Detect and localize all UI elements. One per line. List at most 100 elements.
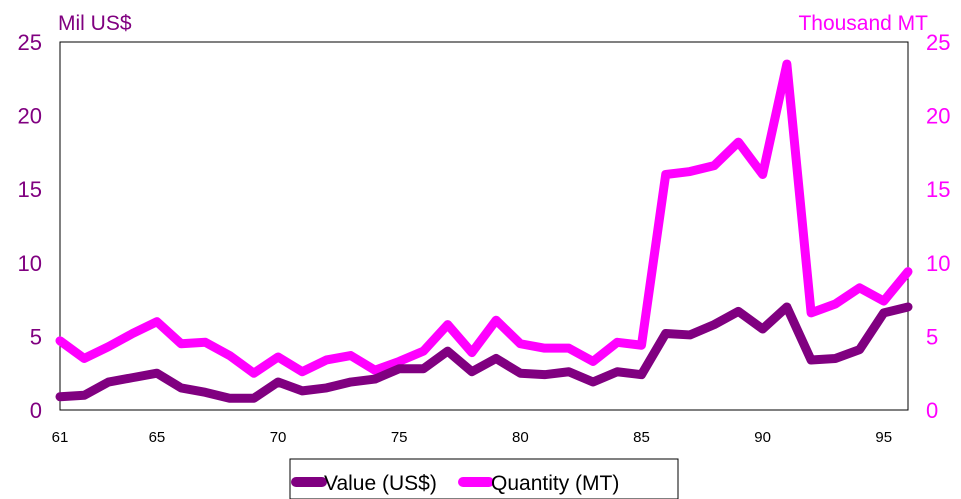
data-point-value <box>422 367 425 370</box>
x-tick-label: 90 <box>754 429 771 446</box>
data-point-value <box>301 389 304 392</box>
data-point-quantity <box>810 311 813 314</box>
data-point-value <box>882 311 885 314</box>
data-point-quantity <box>785 63 788 66</box>
data-point-value <box>155 372 158 375</box>
y-left-tick-label: 10 <box>18 251 42 276</box>
data-point-value <box>664 332 667 335</box>
data-point-quantity <box>422 350 425 353</box>
x-tick-label: 95 <box>875 429 892 446</box>
data-point-value <box>858 348 861 351</box>
data-point-value <box>810 358 813 361</box>
data-point-quantity <box>155 320 158 323</box>
data-point-quantity <box>373 369 376 372</box>
legend-box <box>289 458 679 499</box>
data-point-quantity <box>858 286 861 289</box>
data-point-quantity <box>567 347 570 350</box>
data-point-quantity <box>398 360 401 363</box>
data-point-quantity <box>640 344 643 347</box>
series-line-value <box>55 302 913 403</box>
data-point-value <box>107 381 110 384</box>
legend: Value (US$) Quantity (MT) <box>289 458 679 499</box>
y-left-tick-label: 0 <box>30 398 42 423</box>
data-point-quantity <box>737 141 740 144</box>
data-point-value <box>688 333 691 336</box>
y-left-tick-label: 5 <box>30 324 42 349</box>
data-point-value <box>737 310 740 313</box>
plot-area <box>59 41 909 411</box>
data-point-value <box>567 370 570 373</box>
data-point-quantity <box>277 356 280 359</box>
data-point-value <box>277 381 280 384</box>
data-point-value <box>398 367 401 370</box>
data-point-value <box>325 386 328 389</box>
data-point-value <box>761 328 764 331</box>
x-tick-label: 85 <box>633 429 650 446</box>
data-point-quantity <box>107 345 110 348</box>
data-point-quantity <box>592 360 595 363</box>
data-point-value <box>252 397 255 400</box>
data-point-value <box>592 381 595 384</box>
data-point-quantity <box>325 358 328 361</box>
data-point-value <box>446 350 449 353</box>
x-tick-label: 80 <box>512 429 529 446</box>
data-point-quantity <box>59 339 61 342</box>
data-point-quantity <box>180 342 183 345</box>
data-point-value <box>834 357 837 360</box>
data-point-value <box>180 386 183 389</box>
data-point-value <box>228 397 231 400</box>
y-right-tick-label: 20 <box>926 104 950 129</box>
y-right-tick-label: 10 <box>926 251 950 276</box>
left-axis-title: Mil US$ <box>58 12 132 35</box>
data-point-quantity <box>83 357 86 360</box>
data-point-quantity <box>470 351 473 354</box>
data-point-value <box>713 323 716 326</box>
data-point-value <box>907 305 909 308</box>
data-point-quantity <box>228 354 231 357</box>
x-tick-label: 70 <box>270 429 287 446</box>
data-point-quantity <box>834 303 837 306</box>
x-tick-label: 75 <box>391 429 408 446</box>
y-right-tick-label: 0 <box>926 398 938 423</box>
y-left-tick-label: 15 <box>18 177 42 202</box>
series-line-quantity <box>55 59 913 378</box>
y-left-tick-label: 20 <box>18 104 42 129</box>
data-point-value <box>470 370 473 373</box>
y-right-tick-label: 15 <box>926 177 950 202</box>
data-point-quantity <box>252 372 255 375</box>
data-point-value <box>543 373 546 376</box>
data-point-quantity <box>519 342 522 345</box>
data-point-quantity <box>616 341 619 344</box>
data-point-value <box>616 370 619 373</box>
data-point-value <box>495 357 498 360</box>
data-point-quantity <box>349 354 352 357</box>
legend-label-value: Value (US$) <box>324 472 437 495</box>
data-point-value <box>519 372 522 375</box>
data-point-quantity <box>761 173 764 176</box>
data-point-quantity <box>907 270 909 273</box>
data-point-quantity <box>882 300 885 303</box>
legend-label-quantity: Quantity (MT) <box>491 472 619 495</box>
data-point-value <box>204 391 207 394</box>
data-point-value <box>59 395 61 398</box>
data-point-quantity <box>204 341 207 344</box>
data-point-value <box>83 394 86 397</box>
data-point-quantity <box>543 347 546 350</box>
data-point-value <box>785 305 788 308</box>
y-right-tick-label: 5 <box>926 324 938 349</box>
x-tick-label: 65 <box>149 429 166 446</box>
data-point-value <box>349 381 352 384</box>
right-axis-title: Thousand MT <box>798 12 928 35</box>
data-point-value <box>640 373 643 376</box>
data-point-quantity <box>131 332 134 335</box>
data-point-value <box>373 378 376 381</box>
data-point-quantity <box>495 319 498 322</box>
data-point-quantity <box>446 323 449 326</box>
data-point-quantity <box>713 164 716 167</box>
data-point-value <box>131 376 134 379</box>
y-right-tick-label: 25 <box>926 30 950 55</box>
data-point-quantity <box>688 170 691 173</box>
data-point-quantity <box>301 370 304 373</box>
x-tick-label: 61 <box>52 429 69 446</box>
